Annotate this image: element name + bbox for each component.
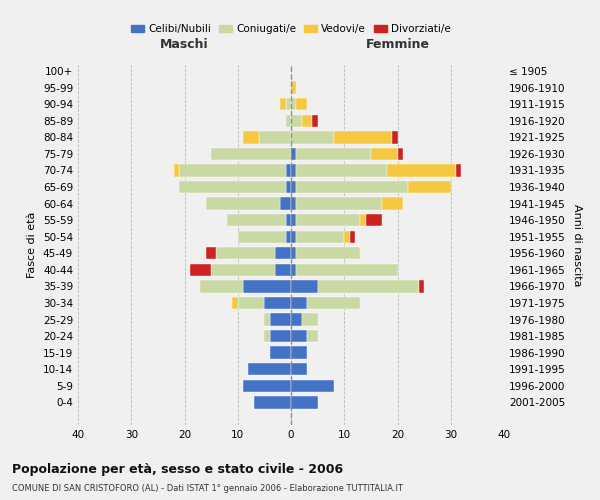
Bar xyxy=(456,164,461,176)
Bar xyxy=(286,164,291,176)
Bar xyxy=(387,164,456,176)
Bar xyxy=(291,148,296,160)
Bar xyxy=(291,346,307,359)
Bar xyxy=(243,280,291,292)
Bar xyxy=(286,181,291,193)
Bar xyxy=(291,198,296,210)
Text: Maschi: Maschi xyxy=(160,38,209,51)
Bar xyxy=(286,214,291,226)
Bar xyxy=(179,181,286,193)
Bar xyxy=(296,181,408,193)
Bar xyxy=(291,264,296,276)
Bar xyxy=(232,297,238,309)
Bar xyxy=(291,330,307,342)
Bar xyxy=(350,230,355,243)
Bar xyxy=(307,330,317,342)
Bar xyxy=(291,297,307,309)
Bar xyxy=(296,164,387,176)
Legend: Celibi/Nubili, Coniugati/e, Vedovi/e, Divorziati/e: Celibi/Nubili, Coniugati/e, Vedovi/e, Di… xyxy=(127,20,455,38)
Bar xyxy=(408,181,451,193)
Bar xyxy=(174,164,179,176)
Bar xyxy=(270,330,291,342)
Bar xyxy=(265,330,270,342)
Bar xyxy=(296,98,307,110)
Bar xyxy=(291,396,317,408)
Bar xyxy=(371,148,398,160)
Text: Femmine: Femmine xyxy=(365,38,430,51)
Bar xyxy=(238,297,265,309)
Bar xyxy=(360,214,365,226)
Bar xyxy=(270,346,291,359)
Bar xyxy=(296,148,371,160)
Bar xyxy=(227,214,286,226)
Y-axis label: Fasce di età: Fasce di età xyxy=(28,212,37,278)
Bar xyxy=(243,380,291,392)
Bar xyxy=(179,164,286,176)
Bar xyxy=(291,314,302,326)
Bar xyxy=(334,131,392,143)
Bar xyxy=(365,214,382,226)
Bar xyxy=(275,247,291,260)
Bar xyxy=(286,114,291,127)
Bar xyxy=(206,247,217,260)
Bar xyxy=(419,280,424,292)
Bar xyxy=(307,297,360,309)
Bar xyxy=(291,380,334,392)
Bar xyxy=(291,280,317,292)
Bar xyxy=(296,247,360,260)
Bar xyxy=(291,131,334,143)
Bar xyxy=(259,131,291,143)
Bar xyxy=(291,164,296,176)
Bar xyxy=(291,214,296,226)
Bar xyxy=(317,280,419,292)
Bar xyxy=(291,114,302,127)
Bar xyxy=(286,230,291,243)
Bar xyxy=(200,280,243,292)
Bar xyxy=(291,247,296,260)
Bar xyxy=(291,181,296,193)
Bar xyxy=(280,198,291,210)
Bar xyxy=(275,264,291,276)
Y-axis label: Anni di nascita: Anni di nascita xyxy=(572,204,582,286)
Bar xyxy=(217,247,275,260)
Bar xyxy=(382,198,403,210)
Bar xyxy=(291,98,296,110)
Bar xyxy=(296,230,344,243)
Bar xyxy=(313,114,317,127)
Bar xyxy=(291,363,307,376)
Bar xyxy=(265,314,270,326)
Text: Popolazione per età, sesso e stato civile - 2006: Popolazione per età, sesso e stato civil… xyxy=(12,462,343,475)
Bar xyxy=(291,230,296,243)
Bar xyxy=(296,264,398,276)
Bar xyxy=(190,264,211,276)
Bar xyxy=(392,131,398,143)
Bar xyxy=(398,148,403,160)
Bar xyxy=(211,264,275,276)
Bar xyxy=(265,297,291,309)
Bar xyxy=(206,198,280,210)
Bar xyxy=(254,396,291,408)
Bar xyxy=(302,114,312,127)
Bar xyxy=(296,214,360,226)
Bar xyxy=(286,98,291,110)
Bar xyxy=(291,82,296,94)
Bar xyxy=(344,230,350,243)
Bar xyxy=(270,314,291,326)
Bar xyxy=(211,148,291,160)
Bar xyxy=(280,98,286,110)
Bar xyxy=(243,131,259,143)
Bar xyxy=(238,230,286,243)
Bar xyxy=(296,198,382,210)
Bar xyxy=(248,363,291,376)
Bar xyxy=(302,314,317,326)
Text: COMUNE DI SAN CRISTOFORO (AL) - Dati ISTAT 1° gennaio 2006 - Elaborazione TUTTIT: COMUNE DI SAN CRISTOFORO (AL) - Dati IST… xyxy=(12,484,403,493)
